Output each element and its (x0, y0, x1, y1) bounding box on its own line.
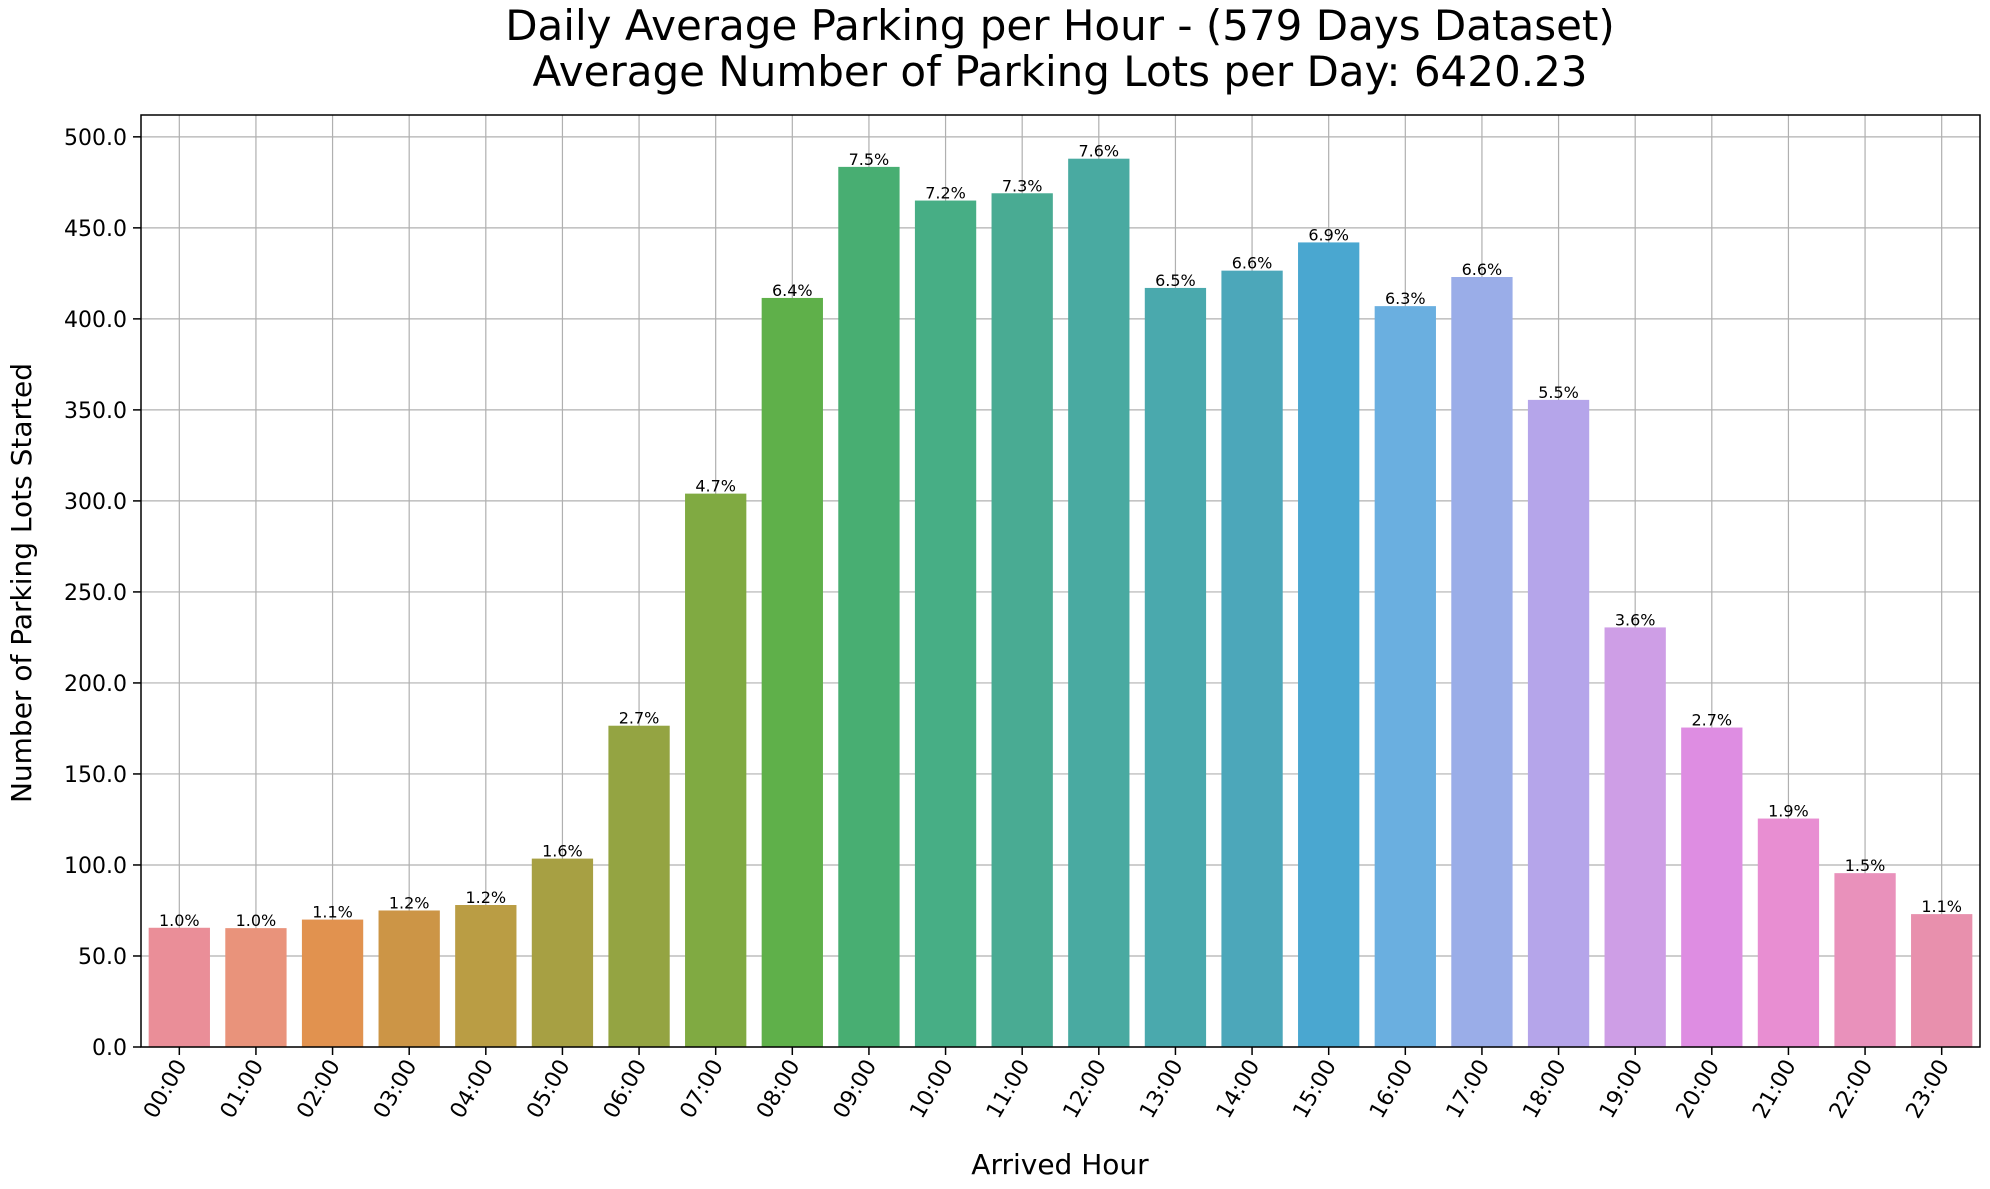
x-tick-label: 04:00 (446, 1056, 499, 1123)
bar-percent-label: 1.1% (1921, 897, 1962, 916)
x-tick-label: 11:00 (982, 1056, 1035, 1123)
x-tick-label: 10:00 (905, 1056, 958, 1123)
bar-percent-label: 6.5% (1155, 271, 1196, 290)
bar-percent-label: 1.2% (389, 893, 430, 912)
x-tick-label: 18:00 (1518, 1056, 1571, 1123)
bar-1200 (1068, 158, 1130, 1047)
y-axis-label: Number of Parking Lots Started (5, 363, 38, 803)
bar-percent-label: 7.5% (849, 150, 890, 169)
bar-percent-label: 6.3% (1385, 289, 1426, 308)
x-tick-label: 16:00 (1365, 1056, 1418, 1123)
x-tick-label: 13:00 (1135, 1056, 1188, 1123)
bar-0000 (148, 927, 210, 1047)
bar-percent-label: 1.9% (1768, 802, 1809, 821)
bar-percent-label: 1.6% (542, 842, 583, 861)
x-tick-label: 19:00 (1595, 1056, 1648, 1123)
x-tick-label: 06:00 (599, 1056, 652, 1123)
y-tick-label: 0.0 (92, 1036, 127, 1061)
x-tick-label: 14:00 (1212, 1056, 1265, 1123)
chart-subtitle: Average Number of Parking Lots per Day: … (532, 47, 1587, 96)
bar-percent-label: 1.2% (465, 888, 506, 907)
bar-percent-label: 3.6% (1615, 610, 1656, 629)
y-tick-label: 500.0 (64, 126, 127, 151)
x-tick-label: 20:00 (1672, 1056, 1725, 1123)
bar-1500 (1298, 242, 1360, 1047)
bars-layer (148, 158, 1973, 1047)
bar-0900 (838, 166, 900, 1047)
plot-frame (140, 114, 1981, 1048)
data-labels-layer: 1.0% 1.0% 1.1% 1.2% 1.2% 1.6% 2.7% 4.7% 6.4% 7.5%… (159, 142, 1962, 930)
bar-2200 (1834, 873, 1896, 1047)
x-axis-label: Arrived Hour (971, 1148, 1149, 1181)
y-tick-label: 450.0 (64, 217, 127, 242)
bar-percent-label: 6.4% (772, 281, 813, 300)
bar-1800 (1527, 399, 1590, 1047)
bar-percent-label: 6.6% (1462, 260, 1503, 279)
y-axis-ticks: 0.0 50.0 100.0 150.0 200.0 250.0 300.0 350.0 400… (64, 126, 141, 1061)
x-tick-label: 08:00 (752, 1056, 805, 1123)
bar-1900 (1604, 627, 1666, 1047)
x-tick-label: 09:00 (829, 1056, 882, 1123)
bar-2100 (1757, 818, 1820, 1047)
x-tick-label: 03:00 (369, 1056, 422, 1123)
bar-percent-label: 2.7% (1691, 711, 1732, 730)
bar-percent-label: 6.6% (1232, 254, 1273, 273)
bar-percent-label: 6.9% (1308, 225, 1349, 244)
bar-percent-label: 7.3% (1002, 176, 1043, 195)
bar-percent-label: 4.7% (695, 477, 736, 496)
x-tick-label: 17:00 (1442, 1056, 1495, 1123)
x-tick-label: 05:00 (522, 1056, 575, 1123)
y-tick-label: 250.0 (64, 581, 127, 606)
bar-0600 (608, 725, 670, 1047)
bar-1300 (1144, 287, 1207, 1047)
bar-percent-label: 5.5% (1538, 383, 1579, 402)
y-tick-label: 400.0 (64, 308, 127, 333)
bar-2300 (1911, 914, 1973, 1047)
bar-0100 (225, 928, 287, 1047)
bar-0700 (685, 493, 747, 1047)
bar-percent-label: 1.0% (236, 911, 277, 930)
bar-percent-label: 1.5% (1845, 856, 1886, 875)
bar-0500 (531, 858, 594, 1047)
y-tick-label: 50.0 (78, 945, 127, 970)
bar-1000 (914, 200, 977, 1047)
x-tick-label: 15:00 (1289, 1056, 1342, 1123)
bar-percent-label: 2.7% (619, 709, 660, 728)
bar-0400 (455, 905, 517, 1047)
bar-1600 (1374, 306, 1436, 1047)
bar-1400 (1221, 270, 1283, 1047)
y-tick-label: 350.0 (64, 399, 127, 424)
x-tick-label: 01:00 (216, 1056, 269, 1123)
chart-title: Daily Average Parking per Hour - (579 Da… (505, 1, 1615, 50)
bar-0200 (301, 919, 364, 1047)
y-tick-label: 100.0 (64, 854, 127, 879)
x-tick-label: 02:00 (292, 1056, 345, 1123)
x-tick-label: 12:00 (1059, 1056, 1112, 1123)
x-tick-label: 07:00 (676, 1056, 729, 1123)
x-tick-label: 21:00 (1748, 1056, 1801, 1123)
bar-percent-label: 7.2% (925, 184, 966, 203)
bar-2000 (1681, 727, 1743, 1047)
x-tick-label: 00:00 (139, 1056, 192, 1123)
bar-0800 (761, 297, 823, 1047)
y-tick-label: 300.0 (64, 490, 127, 515)
x-tick-label: 22:00 (1825, 1056, 1878, 1123)
bar-1100 (991, 193, 1053, 1047)
x-tick-label: 23:00 (1902, 1056, 1955, 1123)
bar-percent-label: 1.0% (159, 911, 200, 930)
bar-percent-label: 7.6% (1078, 142, 1119, 161)
bar-1700 (1451, 277, 1513, 1047)
bar-0300 (378, 910, 440, 1047)
y-tick-label: 200.0 (64, 672, 127, 697)
y-tick-label: 150.0 (64, 763, 127, 788)
bar-percent-label: 1.1% (312, 903, 353, 922)
x-axis-ticks: 00:00 01:00 02:00 03:00 04:00 05:00 06:00 07:00… (139, 1047, 1955, 1123)
